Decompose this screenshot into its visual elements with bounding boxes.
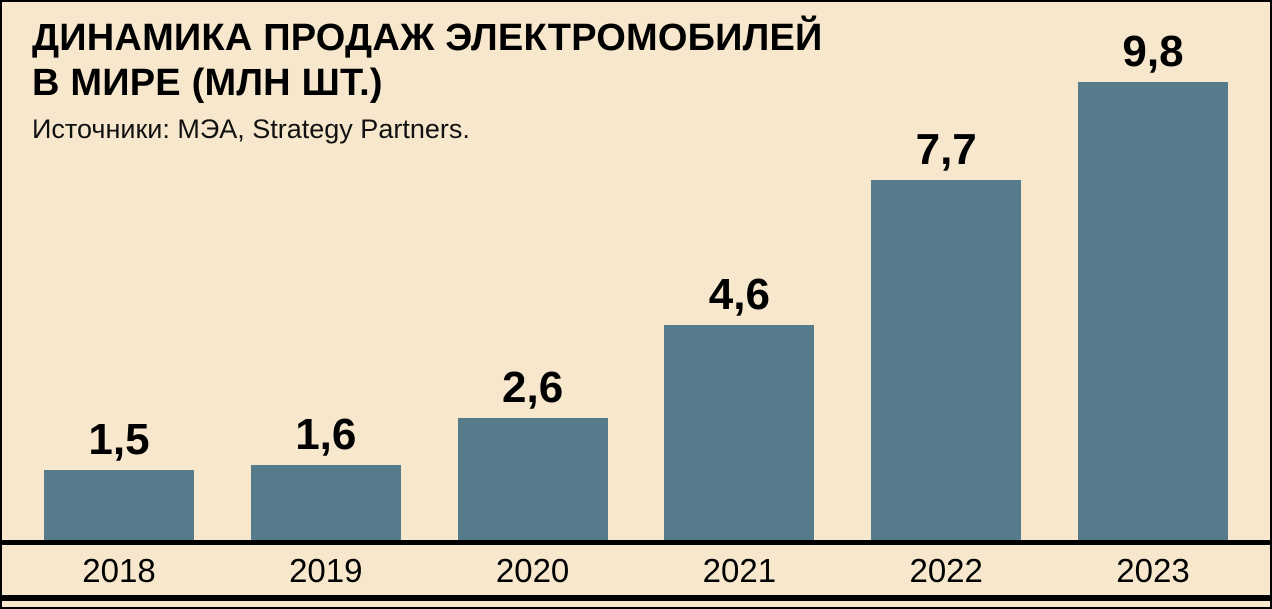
x-tick-label-2020: 2020 bbox=[495, 551, 570, 589]
bar-column-2018: 1,5 bbox=[44, 418, 194, 540]
x-tick-label-2023: 2023 bbox=[1116, 551, 1190, 589]
bar-2023 bbox=[1077, 82, 1228, 540]
chart-title: ДИНАМИКА ПРОДАЖ ЭЛЕКТРОМОБИЛЕЙ В МИРЕ (М… bbox=[32, 16, 823, 106]
bar-value-label: 4,6 bbox=[708, 270, 770, 319]
x-tick-label-2019: 2019 bbox=[289, 551, 363, 589]
bar-column-2021: 4,6 bbox=[664, 270, 815, 540]
bar-2021 bbox=[664, 325, 815, 540]
bar-column-2020: 2,6 bbox=[457, 363, 608, 540]
bottom-rule bbox=[2, 595, 1270, 601]
bar-column-2022: 7,7 bbox=[871, 125, 1022, 540]
x-axis-labels-row: 2018 2019 2020 2021 2022 2023 bbox=[2, 545, 1270, 595]
bar-column-2019: 1,6 bbox=[250, 410, 401, 540]
bars-row: 1,5 1,6 2,6 4,6 7,7 9,8 bbox=[2, 20, 1270, 540]
bar-value-label: 7,7 bbox=[915, 125, 977, 174]
bar-column-2023: 9,8 bbox=[1077, 27, 1228, 540]
bar-2022 bbox=[871, 180, 1022, 540]
bar-value-label: 1,6 bbox=[295, 410, 357, 459]
bar-value-label: 9,8 bbox=[1122, 27, 1184, 76]
chart-header: ДИНАМИКА ПРОДАЖ ЭЛЕКТРОМОБИЛЕЙ В МИРЕ (М… bbox=[32, 16, 823, 145]
bar-2019 bbox=[250, 465, 401, 540]
chart-area: 1,5 1,6 2,6 4,6 7,7 9,8 2018 2019 2020 2021 2022 2… bbox=[2, 20, 1270, 607]
bar-value-label: 2,6 bbox=[502, 363, 564, 412]
chart-title-line2: В МИРЕ (МЛН ШТ.) bbox=[32, 61, 383, 104]
bar-2018 bbox=[44, 470, 194, 540]
chart-source: Источники: МЭА, Strategy Partners. bbox=[32, 113, 470, 144]
chart-title-line1: ДИНАМИКА ПРОДАЖ ЭЛЕКТРОМОБИЛЕЙ bbox=[32, 17, 823, 59]
bar-2020 bbox=[457, 418, 608, 540]
x-tick-label-2021: 2021 bbox=[702, 551, 777, 589]
x-tick-label-2022: 2022 bbox=[909, 551, 983, 589]
bar-value-label: 1,5 bbox=[88, 415, 150, 464]
x-axis-baseline bbox=[2, 540, 1270, 545]
x-tick-label-2018: 2018 bbox=[82, 551, 156, 589]
